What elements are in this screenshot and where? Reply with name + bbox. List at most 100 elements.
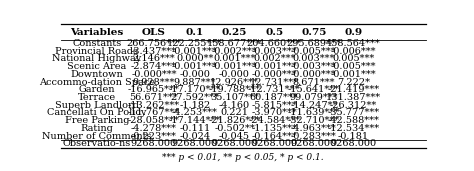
Text: Variables: Variables <box>70 28 124 37</box>
Text: -0.001***: -0.001*** <box>331 70 376 79</box>
Text: -21.419***: -21.419*** <box>328 85 380 94</box>
Text: *** p < 0.01, ** p < 0.05, * p < 0.1.: *** p < 0.01, ** p < 0.05, * p < 0.1. <box>162 153 324 162</box>
Text: -0.003***: -0.003*** <box>291 62 337 71</box>
Text: 158.677***: 158.677*** <box>207 39 262 48</box>
Text: 458.564***: 458.564*** <box>326 39 381 48</box>
Text: 266.756***: 266.756*** <box>127 39 181 48</box>
Text: 56.671***: 56.671*** <box>129 93 178 102</box>
Text: -42.588***: -42.588*** <box>328 116 379 125</box>
Text: 0.1: 0.1 <box>186 28 204 37</box>
Text: 131.387***: 131.387*** <box>326 93 381 102</box>
Text: -0.002***: -0.002*** <box>212 47 257 56</box>
Text: -0.000: -0.000 <box>219 70 250 79</box>
Text: -11.639***: -11.639*** <box>288 108 340 117</box>
Text: -0.181: -0.181 <box>338 131 369 141</box>
Text: 9268.000: 9268.000 <box>330 139 376 148</box>
Text: 9268.000: 9268.000 <box>131 139 177 148</box>
Text: -14.247**: -14.247** <box>290 101 337 110</box>
Text: 99.079***: 99.079*** <box>290 93 338 102</box>
Text: 0.002***: 0.002*** <box>253 54 295 63</box>
Text: 9268.000: 9268.000 <box>251 139 297 148</box>
Text: 295.689***: 295.689*** <box>286 39 341 48</box>
Text: Rating: Rating <box>81 124 113 133</box>
Text: -1.182: -1.182 <box>179 101 210 110</box>
Text: -11.767***: -11.767*** <box>128 108 180 117</box>
Text: 0.005***: 0.005*** <box>332 54 374 63</box>
Text: -5.815***: -5.815*** <box>251 101 297 110</box>
Text: -21.826***: -21.826*** <box>209 116 261 125</box>
Text: -0.001***: -0.001*** <box>251 62 297 71</box>
Text: 2.146***: 2.146*** <box>133 54 175 63</box>
Text: -0.000***: -0.000*** <box>131 70 177 79</box>
Text: Provincial Roads: Provincial Roads <box>55 47 138 56</box>
Text: Superb Landlord: Superb Landlord <box>55 101 139 110</box>
Text: 9.928***: 9.928*** <box>133 77 175 87</box>
Text: Number of Comments: Number of Comments <box>42 131 152 141</box>
Text: 0.75: 0.75 <box>301 28 327 37</box>
Text: Garden: Garden <box>79 85 115 94</box>
Text: -0.000: -0.000 <box>179 70 210 79</box>
Text: Terrace: Terrace <box>78 93 116 102</box>
Text: -0.001***: -0.001*** <box>172 62 218 71</box>
Text: -0.005***: -0.005*** <box>291 47 337 56</box>
Text: -0.000***: -0.000*** <box>291 70 337 79</box>
Text: -19.788***: -19.788*** <box>209 85 260 94</box>
Text: -0.045: -0.045 <box>219 131 250 141</box>
Text: -32.710***: -32.710*** <box>288 116 340 125</box>
Text: -0.000***: -0.000*** <box>251 70 297 79</box>
Text: -4.963***: -4.963*** <box>291 124 337 133</box>
Text: 0.001***: 0.001*** <box>213 54 255 63</box>
Text: Scenic Area: Scenic Area <box>67 62 127 71</box>
Text: -0.003***: -0.003*** <box>251 47 297 56</box>
Text: 60.187***: 60.187*** <box>250 93 299 102</box>
Text: National Highway: National Highway <box>52 54 142 63</box>
Text: -17.144***: -17.144*** <box>169 116 221 125</box>
Text: -17.170***: -17.170*** <box>169 85 221 94</box>
Text: 12.731***: 12.731*** <box>250 77 299 87</box>
Text: -35.777***: -35.777*** <box>328 108 380 117</box>
Text: -12.731***: -12.731*** <box>248 85 300 94</box>
Text: -16.965***: -16.965*** <box>128 85 180 94</box>
Text: 0.5: 0.5 <box>265 28 283 37</box>
Text: 9268.000: 9268.000 <box>172 139 218 148</box>
Text: -0.001***: -0.001*** <box>212 62 257 71</box>
Text: -0.001***: -0.001*** <box>172 47 218 56</box>
Text: 35.107***: 35.107*** <box>210 93 259 102</box>
Text: -0.164***: -0.164*** <box>251 131 297 141</box>
Text: Constants: Constants <box>72 39 121 48</box>
Text: 8.671***: 8.671*** <box>292 77 335 87</box>
Text: -0.111: -0.111 <box>179 124 210 133</box>
Text: -12.534***: -12.534*** <box>328 124 380 133</box>
Text: Accommo-dation Space: Accommo-dation Space <box>39 77 155 87</box>
Text: 122.255***: 122.255*** <box>167 39 222 48</box>
Text: 0.9: 0.9 <box>345 28 363 37</box>
Text: 12.926***: 12.926*** <box>210 77 259 87</box>
Text: 0.003***: 0.003*** <box>292 54 335 63</box>
Text: 0.000**: 0.000** <box>176 54 213 63</box>
Text: -13.262***: -13.262*** <box>128 101 180 110</box>
Text: -4.160: -4.160 <box>219 101 250 110</box>
Text: -4.253***: -4.253*** <box>172 108 218 117</box>
Text: Free Parking: Free Parking <box>64 116 129 125</box>
Text: Downtown: Downtown <box>71 70 123 79</box>
Text: -28.058***: -28.058*** <box>128 116 180 125</box>
Text: 0.25: 0.25 <box>222 28 247 37</box>
Text: Cancellati On Policy: Cancellati On Policy <box>47 108 146 117</box>
Text: -1.135***: -1.135*** <box>251 124 297 133</box>
Text: 27.592***: 27.592*** <box>171 93 219 102</box>
Text: OLS: OLS <box>142 28 166 37</box>
Text: -3.970***: -3.970*** <box>251 108 297 117</box>
Text: -2.874***: -2.874*** <box>131 62 177 71</box>
Text: 9.887***: 9.887*** <box>173 77 216 87</box>
Text: -0.283***: -0.283*** <box>291 131 337 141</box>
Text: Observatio-ns: Observatio-ns <box>63 139 131 148</box>
Text: -0.006***: -0.006*** <box>331 47 376 56</box>
Text: 204.660***: 204.660*** <box>247 39 301 48</box>
Text: -24.584***: -24.584*** <box>248 116 300 125</box>
Text: 9268.000: 9268.000 <box>291 139 337 148</box>
Text: -26.312**: -26.312** <box>330 101 377 110</box>
Text: 9268.000: 9268.000 <box>211 139 257 148</box>
Text: -15.641***: -15.641*** <box>288 85 340 94</box>
Text: 0.221: 0.221 <box>220 108 248 117</box>
Text: -0.005***: -0.005*** <box>331 62 376 71</box>
